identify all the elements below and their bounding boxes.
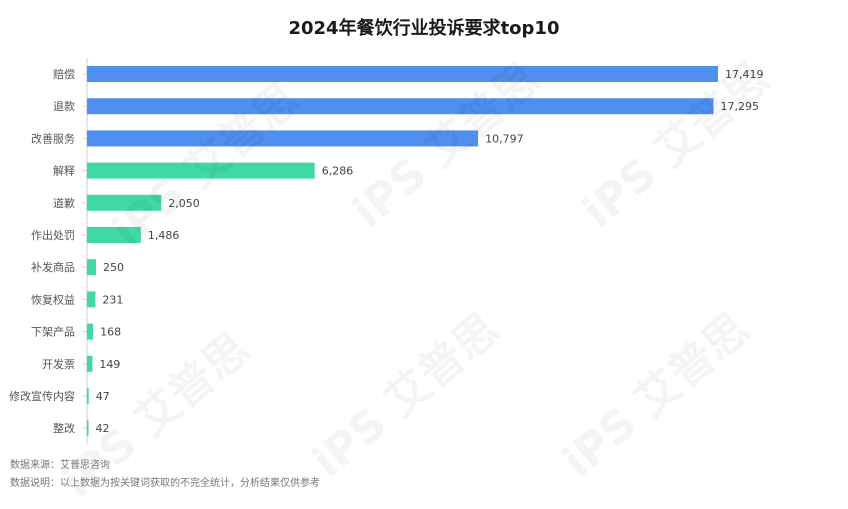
bar[interactable] — [87, 227, 141, 243]
bar[interactable] — [87, 355, 93, 372]
bar[interactable] — [87, 323, 94, 340]
category-label: 补发商品 — [31, 260, 75, 274]
value-label: 17,419 — [725, 68, 764, 81]
value-label: 42 — [96, 422, 110, 435]
bar[interactable] — [87, 194, 162, 211]
value-label: 47 — [96, 390, 110, 403]
category-label: 道歉 — [53, 196, 75, 210]
category-label: 下架产品 — [31, 325, 75, 339]
footer-note: 数据说明：以上数据为按关键词获取的不完全统计，分析结果仅供参考 — [10, 478, 320, 489]
chart-title: 2024年餐饮行业投诉要求top10 — [288, 18, 560, 39]
value-label: 231 — [102, 293, 123, 306]
category-label: 修改宣传内容 — [9, 389, 75, 403]
category-label: 整改 — [53, 421, 75, 435]
bar[interactable] — [87, 259, 97, 276]
category-label: 解释 — [53, 164, 75, 178]
category-label: 退款 — [53, 99, 75, 113]
bar[interactable] — [87, 388, 89, 404]
bar[interactable] — [87, 420, 89, 437]
value-label: 250 — [103, 261, 124, 274]
category-label: 开发票 — [42, 357, 75, 371]
category-label: 改善服务 — [31, 131, 75, 145]
bar[interactable] — [87, 98, 714, 115]
value-label: 6,286 — [322, 165, 354, 178]
category-label: 恢复权益 — [31, 292, 75, 306]
footer-source: 数据来源：艾普思咨询 — [10, 460, 110, 471]
category-label: 赔偿 — [53, 67, 75, 81]
category-label: 作出处罚 — [31, 228, 75, 242]
bar[interactable] — [87, 162, 315, 179]
value-label: 2,050 — [168, 197, 200, 210]
bar[interactable] — [87, 291, 96, 308]
bar-chart: 赔偿 17,419 退款 17,295 改善服务 10,797 解释 6,286 道歉 2,050… — [9, 58, 764, 444]
value-label: 1,486 — [148, 229, 180, 242]
value-label: 10,797 — [485, 132, 523, 145]
bar[interactable] — [87, 130, 479, 147]
bar[interactable] — [87, 66, 718, 82]
value-label: 168 — [100, 326, 121, 339]
value-label: 17,295 — [721, 100, 760, 113]
value-label: 149 — [99, 358, 120, 371]
